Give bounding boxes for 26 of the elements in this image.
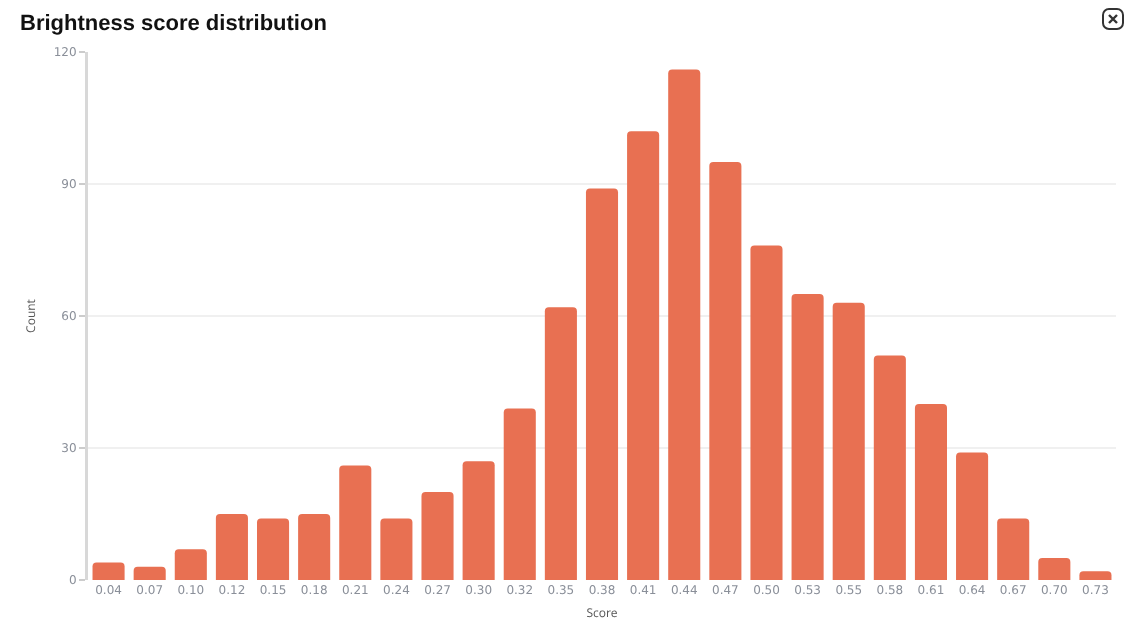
- bar: [873, 355, 906, 580]
- bar: [503, 408, 536, 580]
- bar: [421, 492, 454, 580]
- bar: [585, 188, 619, 580]
- bar: [462, 461, 495, 580]
- bar: [257, 518, 290, 580]
- bar: [914, 404, 947, 580]
- bar: [750, 245, 783, 580]
- bar: [133, 566, 166, 580]
- chart-title: Brightness score distribution: [20, 12, 327, 36]
- bar: [298, 514, 331, 580]
- bar: [339, 465, 372, 580]
- bar: [832, 302, 865, 580]
- bar: [997, 518, 1030, 580]
- bar: [627, 131, 660, 580]
- bar: [1079, 571, 1112, 580]
- bar: [174, 549, 207, 580]
- bar: [380, 518, 413, 580]
- bar: [709, 162, 742, 580]
- bar: [668, 69, 701, 580]
- bar: [956, 452, 989, 580]
- bar: [1038, 558, 1071, 580]
- bar: [92, 562, 125, 580]
- bar: [215, 514, 248, 580]
- bar: [544, 307, 577, 580]
- bar: [791, 294, 824, 580]
